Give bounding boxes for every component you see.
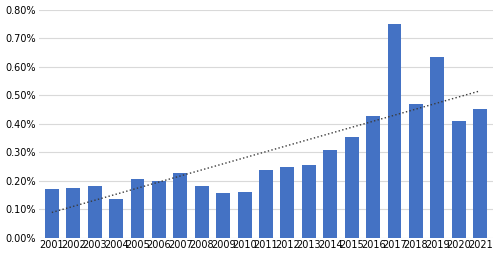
Bar: [109, 199, 123, 238]
Bar: [88, 186, 102, 238]
Bar: [324, 150, 337, 238]
Bar: [174, 173, 188, 238]
Bar: [216, 193, 230, 238]
Bar: [366, 116, 380, 238]
Bar: [238, 192, 252, 238]
Bar: [388, 24, 402, 238]
Bar: [409, 104, 423, 238]
Bar: [302, 165, 316, 238]
Bar: [452, 121, 466, 238]
Bar: [259, 170, 273, 238]
Bar: [130, 179, 144, 238]
Bar: [195, 186, 208, 238]
Bar: [473, 109, 487, 238]
Bar: [152, 181, 166, 238]
Bar: [280, 167, 294, 238]
Bar: [45, 189, 59, 238]
Bar: [66, 188, 80, 238]
Bar: [430, 57, 444, 238]
Bar: [344, 137, 358, 238]
